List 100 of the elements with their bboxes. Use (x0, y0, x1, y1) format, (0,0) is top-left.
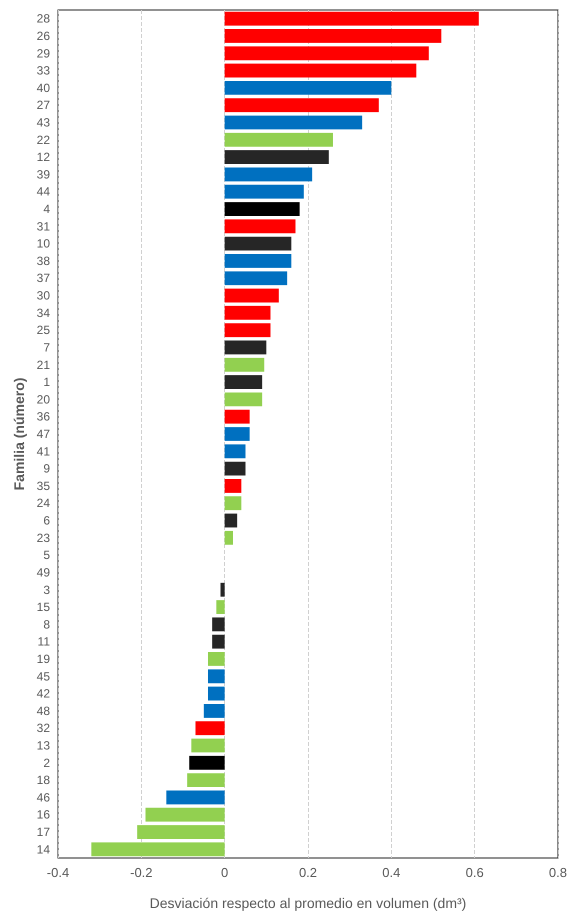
bar (224, 150, 329, 164)
x-axis-title: Desviación respecto al promedio en volumen (dm³) (150, 895, 466, 911)
bar (224, 184, 304, 199)
y-tick-label: 38 (36, 254, 50, 268)
y-tick-label: 4 (43, 202, 50, 216)
y-tick-label: 14 (36, 842, 50, 856)
bar (224, 64, 416, 78)
y-tick-label: 21 (36, 358, 50, 372)
y-tick-label: 9 (43, 462, 50, 476)
bar (166, 790, 225, 804)
bar (224, 478, 242, 493)
y-tick-label: 34 (36, 306, 50, 320)
y-tick-label: 47 (36, 427, 50, 441)
y-tick-label: 15 (36, 600, 50, 614)
y-tick-label: 49 (36, 565, 50, 580)
bar (224, 80, 392, 95)
bar (187, 773, 225, 788)
y-tick-label: 37 (36, 271, 50, 286)
y-tick-label: 11 (38, 634, 50, 649)
y-tick-label: 40 (36, 80, 50, 95)
bar (224, 12, 479, 26)
y-tick-label: 2 (43, 756, 50, 770)
x-tick-label: -0.4 (46, 865, 70, 880)
bar (224, 306, 270, 320)
y-tick-label: 12 (36, 150, 50, 164)
bar (224, 340, 266, 354)
y-axis-title: Familia (número) (10, 378, 27, 490)
bar (224, 167, 312, 182)
bar (224, 375, 262, 390)
bar (208, 652, 225, 666)
x-tick-label: 0 (221, 865, 228, 880)
y-tick-label: 48 (36, 704, 50, 718)
bar (224, 236, 292, 251)
y-tick-label: 29 (36, 46, 50, 60)
y-tick-label: 39 (36, 167, 50, 182)
bar (204, 704, 225, 718)
y-tick-label: 8 (43, 617, 50, 632)
bar (208, 669, 225, 684)
y-tick-label: 46 (36, 790, 50, 804)
bar (224, 410, 250, 424)
y-tick-label: 41 (36, 444, 50, 458)
bar (224, 219, 296, 234)
y-tick-label: 7 (43, 340, 50, 354)
y-tick-label: 16 (36, 808, 50, 822)
bar (224, 392, 262, 406)
bar (224, 46, 429, 60)
y-tick-label: 45 (36, 669, 50, 684)
y-tick-label: 31 (36, 219, 50, 234)
bar (212, 634, 225, 649)
bar (224, 444, 246, 458)
bar (224, 116, 362, 130)
y-tick-label: 25 (36, 323, 50, 338)
y-tick-label: 43 (36, 115, 50, 130)
x-tick-label: 0.8 (548, 865, 568, 880)
y-tick-label: 30 (36, 288, 50, 303)
y-tick-label: 33 (36, 64, 50, 78)
x-tick-label: 0.4 (382, 865, 400, 880)
bar (195, 721, 225, 736)
bar (220, 582, 225, 597)
bar (224, 530, 233, 545)
x-tick-label: 0.6 (466, 865, 484, 880)
bar (91, 842, 225, 856)
y-tick-label: 3 (43, 582, 50, 597)
x-tick-label: -0.2 (130, 865, 153, 880)
bar (145, 808, 225, 822)
bar (224, 202, 300, 216)
bar (224, 29, 442, 43)
bar (224, 427, 250, 441)
y-tick-label: 32 (36, 721, 50, 736)
y-tick-label: 10 (36, 236, 50, 251)
y-tick-label: 6 (43, 514, 50, 528)
y-tick-label: 36 (36, 410, 50, 424)
bar (224, 288, 279, 302)
y-tick-label: 35 (36, 478, 50, 493)
bar (224, 514, 238, 528)
bar (216, 600, 225, 614)
x-tick-label: 0.2 (298, 865, 318, 880)
bar (224, 271, 288, 286)
y-tick-label: 23 (36, 530, 50, 545)
bar (191, 738, 225, 752)
bar (224, 323, 270, 338)
bar (224, 358, 264, 372)
bar (224, 254, 292, 268)
bar (224, 496, 242, 510)
y-tick-label: 1 (43, 375, 50, 390)
y-tick-label: 19 (36, 652, 50, 666)
y-tick-label: 44 (36, 184, 50, 199)
bar (189, 756, 225, 770)
bar (224, 98, 379, 112)
y-tick-label: 18 (36, 773, 50, 788)
bar (224, 132, 333, 147)
bar (208, 686, 225, 701)
y-tick-label: 17 (36, 825, 50, 840)
y-tick-label: 5 (43, 548, 50, 562)
bar (224, 462, 246, 476)
y-tick-label: 22 (36, 132, 50, 147)
y-tick-label: 28 (36, 12, 50, 26)
y-tick-label: 24 (36, 496, 50, 510)
y-tick-label: 20 (36, 392, 50, 406)
bar (212, 617, 225, 632)
